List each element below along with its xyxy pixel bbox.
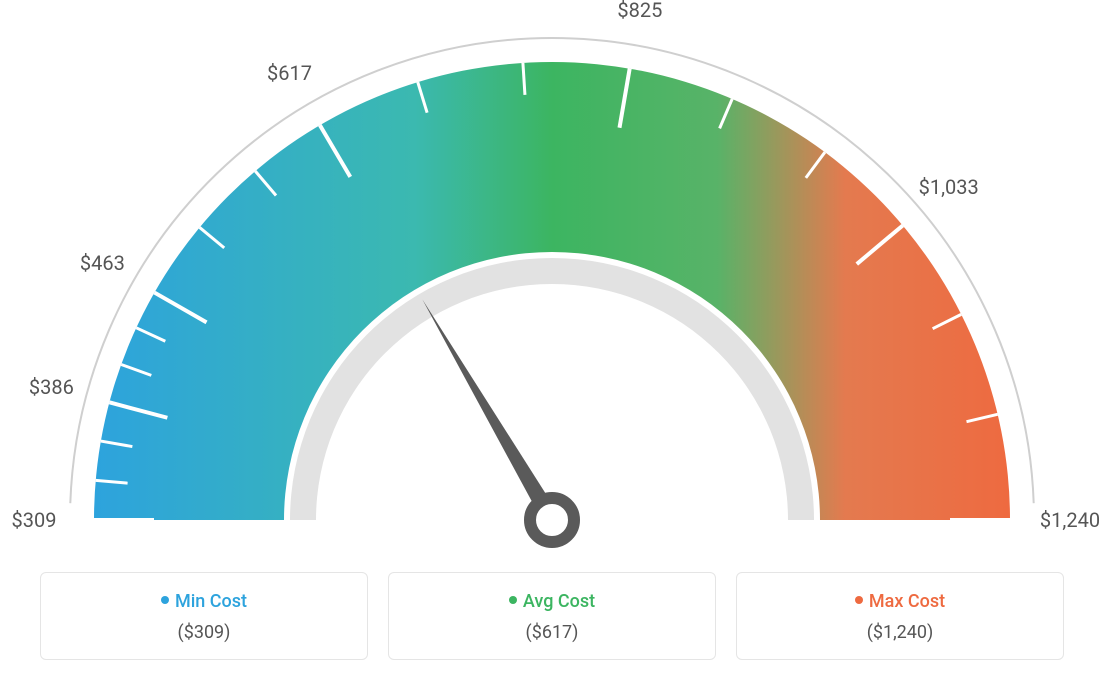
gauge-chart: $309 $386 $463 $617 $825 $1,033 $1,240 (0, 0, 1104, 564)
legend-title-avg-text: Avg Cost (523, 591, 595, 612)
gauge-tick-label: $1,033 (919, 175, 979, 199)
gauge-tick-label: $617 (267, 61, 312, 85)
gauge-tick-label: $386 (29, 375, 74, 399)
gauge-svg (0, 0, 1104, 560)
legend-title-avg: Avg Cost (399, 591, 705, 612)
legend-card-max: Max Cost ($1,240) (736, 572, 1064, 660)
gauge-tick-label: $309 (12, 508, 57, 532)
legend-title-max: Max Cost (747, 591, 1053, 612)
legend-title-min: Min Cost (51, 591, 357, 612)
legend-value-avg: ($617) (399, 622, 705, 643)
legend-dot-avg (509, 596, 517, 604)
gauge-tick-label: $1,240 (1040, 508, 1100, 532)
gauge-tick-label: $463 (80, 251, 125, 275)
gauge-tick-label: $825 (617, 0, 662, 22)
legend-dot-max (855, 596, 863, 604)
legend-dot-min (161, 596, 169, 604)
legend-value-max: ($1,240) (747, 622, 1053, 643)
legend-title-max-text: Max Cost (869, 591, 945, 612)
legend-card-min: Min Cost ($309) (40, 572, 368, 660)
legend-value-min: ($309) (51, 622, 357, 643)
legend-title-min-text: Min Cost (175, 591, 247, 612)
legend-card-avg: Avg Cost ($617) (388, 572, 716, 660)
legend-row: Min Cost ($309) Avg Cost ($617) Max Cost… (40, 572, 1064, 660)
